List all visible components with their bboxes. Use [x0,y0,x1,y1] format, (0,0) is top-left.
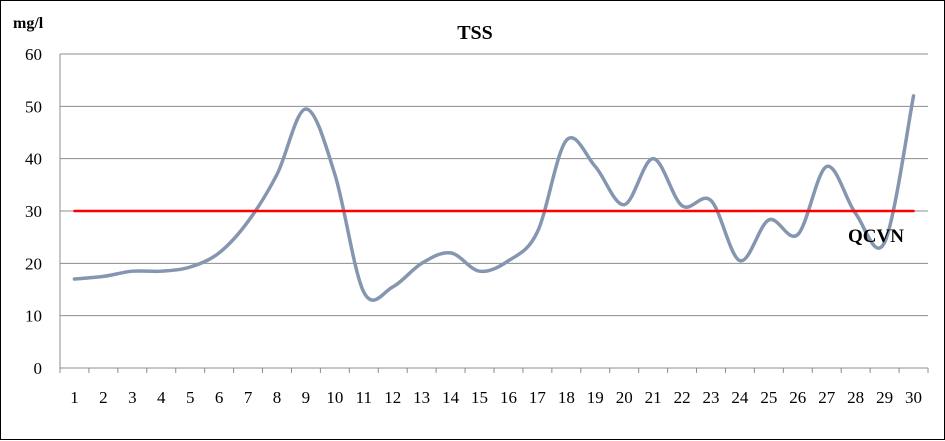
y-axis-unit-label: mg/l [13,15,44,32]
qcvn-series-label: QCVN [848,226,904,247]
x-tick-label: 26 [789,388,806,407]
x-tick-label: 17 [529,388,547,407]
x-tick-label: 21 [645,388,662,407]
x-tick-label: 3 [128,388,137,407]
x-tick-label: 16 [500,388,517,407]
y-tick-label: 40 [25,150,42,169]
x-tick-label: 9 [302,388,311,407]
x-tick-label: 20 [616,388,633,407]
x-tick-label: 27 [818,388,836,407]
y-tick-label: 30 [25,202,42,221]
x-tick-label: 22 [674,388,691,407]
y-tick-label: 20 [25,254,42,273]
tss-series-line [72,94,916,302]
x-tick-label: 23 [703,388,720,407]
series-lines [72,94,916,302]
x-tick-labels: 1 2 3 4 5 6 7 8 9 10 11 12 13 14 15 16 17 18 19 20 21 22 23 24 2… [70,388,922,407]
x-tick-label: 5 [186,388,195,407]
x-tick-label: 8 [273,388,282,407]
chart-title: TSS [457,22,493,44]
x-tick-label: 2 [99,388,108,407]
x-tick-label: 30 [905,388,922,407]
x-tick-label: 1 [70,388,79,407]
x-tick-label: 24 [731,388,749,407]
gridlines [59,53,929,373]
x-tick-label: 28 [847,388,864,407]
x-tick-label: 29 [876,388,893,407]
y-tick-label: 0 [34,359,43,378]
x-tick-label: 19 [587,388,604,407]
y-tick-labels: 0 10 20 30 40 50 60 [25,45,42,378]
y-tick-label: 10 [25,307,42,326]
x-tick-label: 10 [326,388,343,407]
x-tick-label: 14 [442,388,460,407]
x-tick-label: 4 [157,388,166,407]
x-tick-label: 25 [760,388,777,407]
y-tick-label: 50 [25,97,42,116]
x-tick-label: 7 [244,388,253,407]
x-tick-label: 18 [558,388,575,407]
x-tick-label: 13 [413,388,430,407]
x-tick-label: 15 [471,388,488,407]
x-tick-label: 12 [384,388,401,407]
y-tick-label: 60 [25,45,42,64]
x-tick-label: 11 [356,388,372,407]
x-tick-label: 6 [215,388,224,407]
